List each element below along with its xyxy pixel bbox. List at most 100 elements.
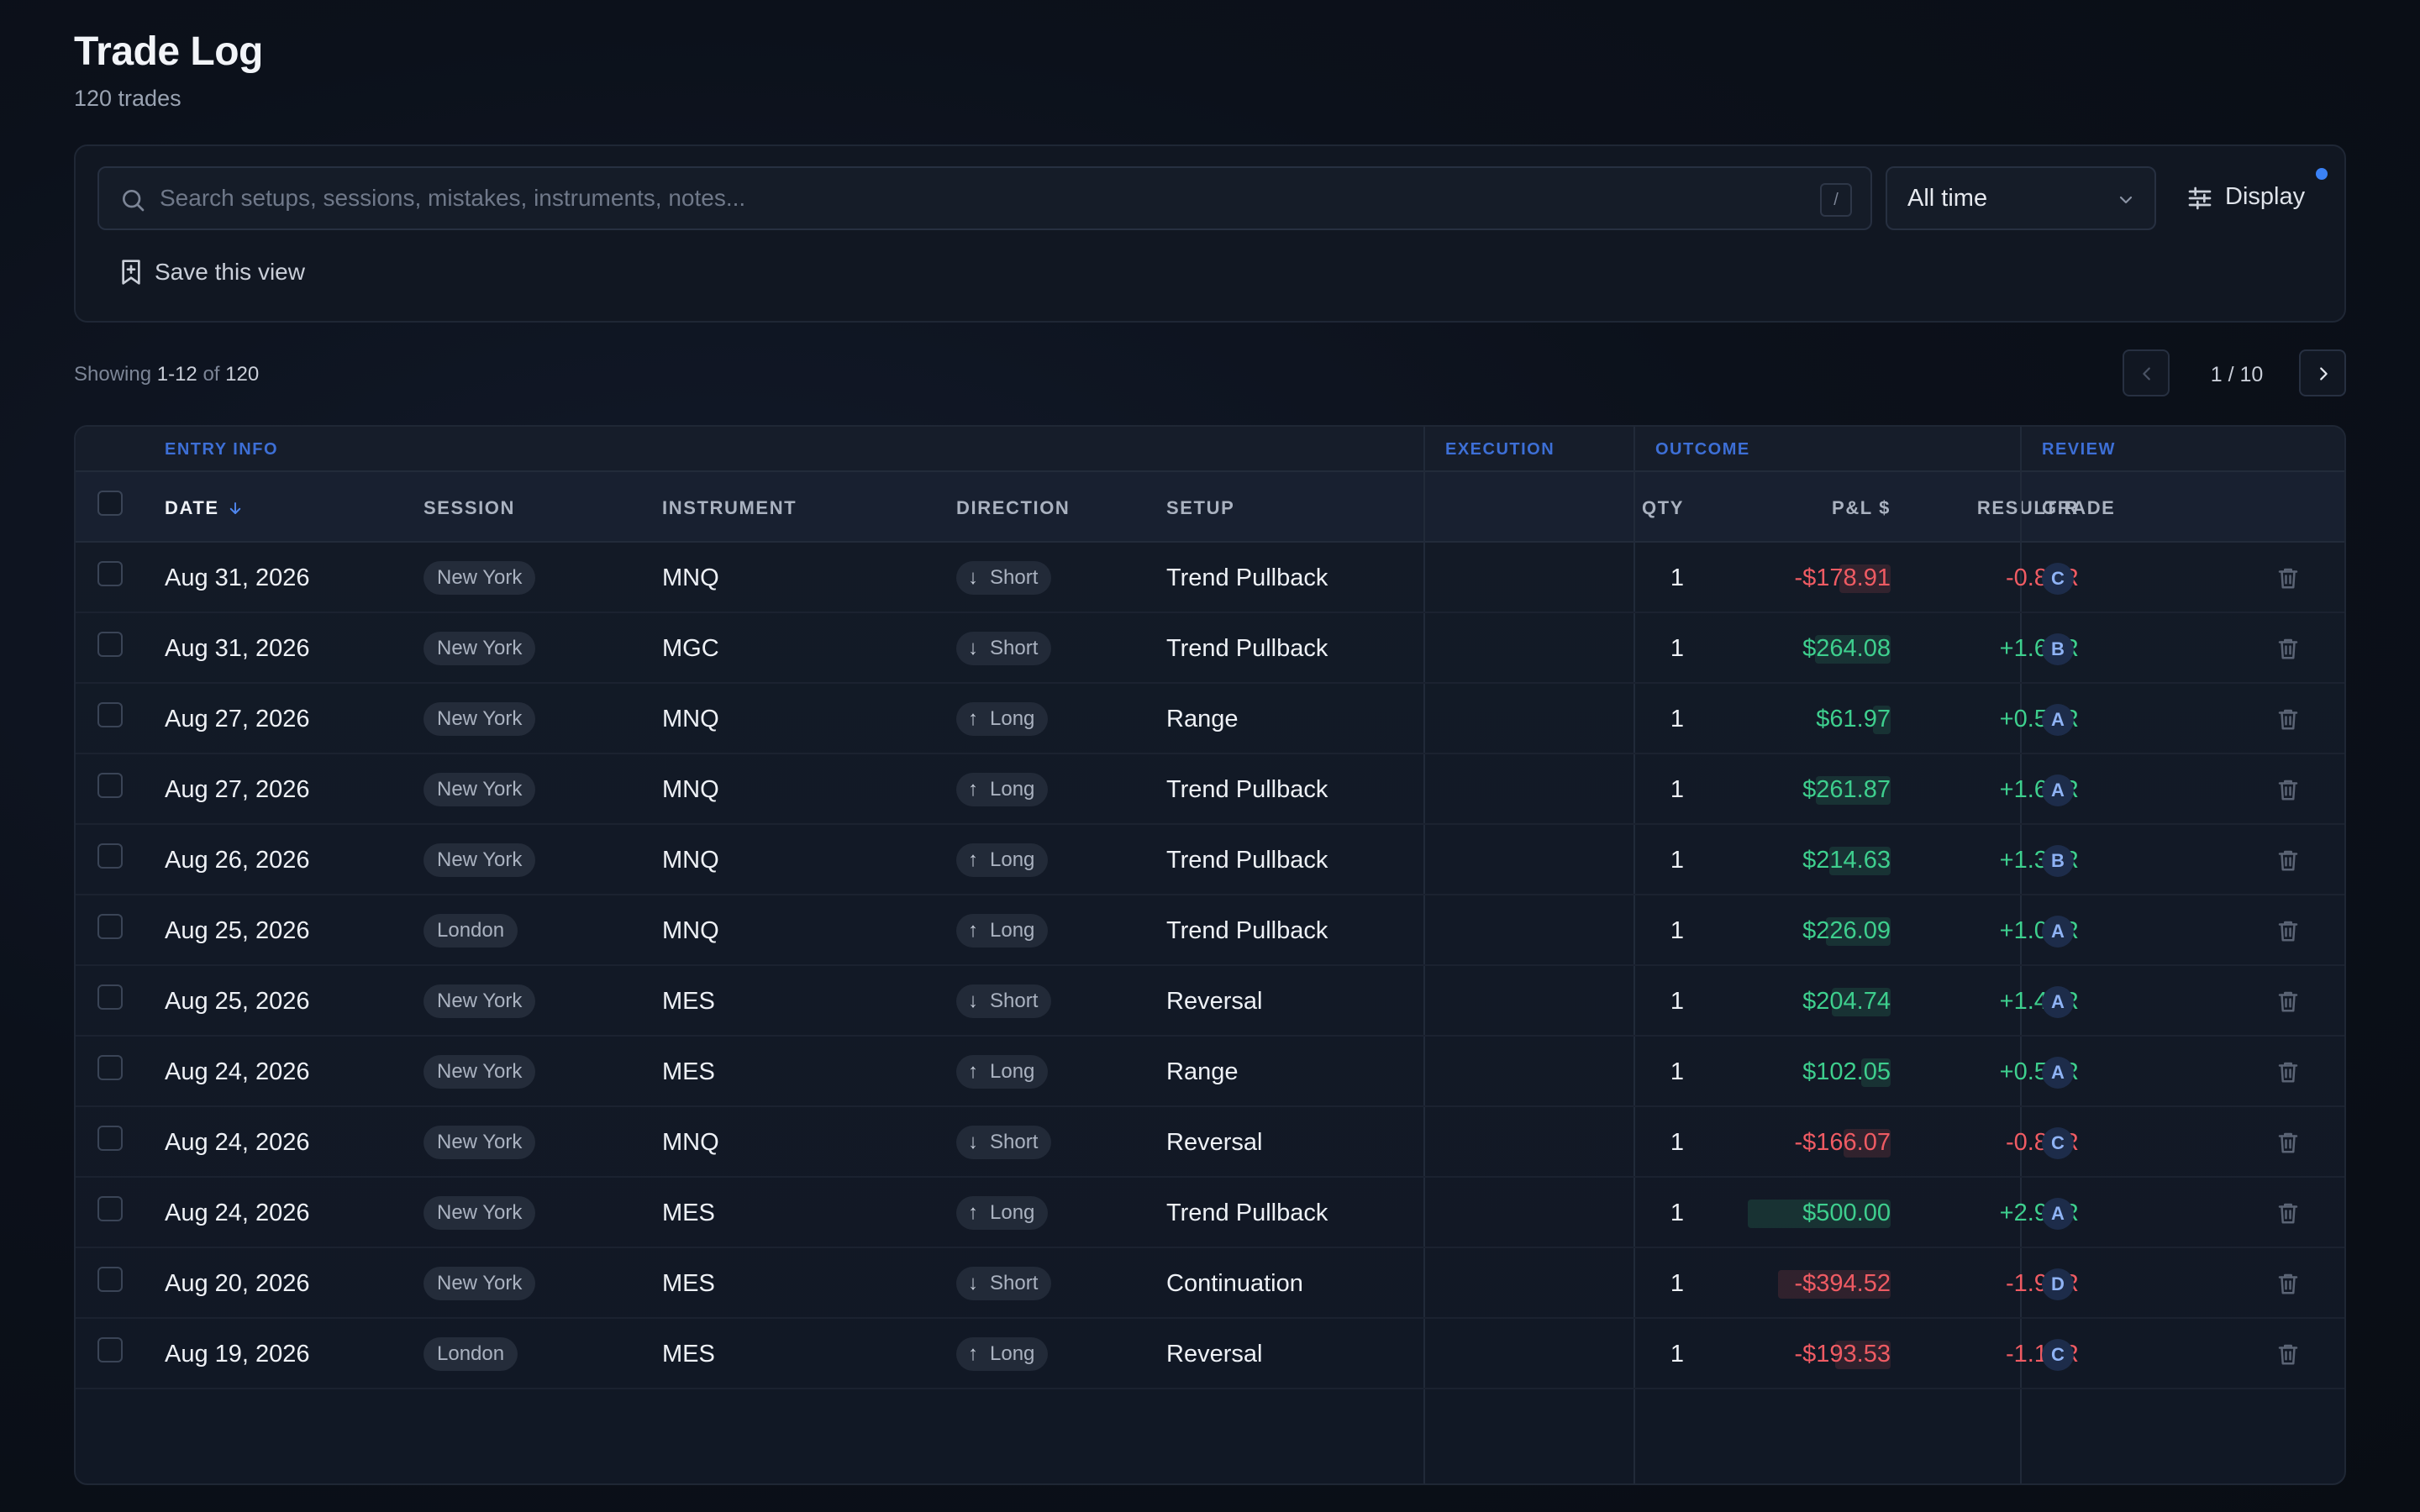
search-input[interactable] [160,181,1773,215]
trash-icon[interactable] [2275,1129,2301,1156]
table-row[interactable]: Aug 31, 2026 New York MNQ ↓ Short Trend Pullb… [76,543,2344,613]
group-review: REVIEW [2042,440,2116,459]
col-qty[interactable]: QTY [1641,497,1684,518]
chevron-right-icon [2320,367,2328,381]
cell-setup: Reversal [1166,1129,1263,1156]
next-page-button[interactable] [2299,349,2346,396]
time-range-select[interactable]: All time [1886,166,2156,230]
direction-label: Long [990,778,1035,801]
trash-icon[interactable] [2275,988,2301,1015]
previous-page-button[interactable] [2123,349,2170,396]
table-row[interactable]: Aug 24, 2026 New York MES ↑ Long Range 1 $102.0… [76,1037,2344,1107]
col-direction[interactable]: DIRECTION [956,497,1071,518]
trash-icon[interactable] [2275,564,2301,591]
col-date[interactable]: DATE [165,497,243,519]
trade-count: 120 trades [74,86,182,111]
row-checkbox[interactable] [97,702,123,727]
cell-instrument: MNQ [662,564,719,591]
display-button[interactable]: Display [2186,166,2341,230]
session-badge: New York [424,984,536,1018]
table-row[interactable]: Aug 26, 2026 New York MNQ ↑ Long Trend Pullba… [76,825,2344,895]
cell-qty: 1 [1670,635,1684,662]
cell-setup: Trend Pullback [1166,635,1328,662]
pnl-value: -$193.53 [1794,1341,1891,1368]
direction-label: Long [990,1201,1035,1224]
direction-badge: ↑ Long [956,914,1049,948]
col-grade[interactable]: GRADE [2042,497,2116,518]
cell-instrument: MNQ [662,917,719,944]
cell-pnl: $264.08 [1723,613,1891,684]
cell-date: Aug 24, 2026 [165,1200,310,1226]
pnl-magnitude-bar [1832,988,1891,1016]
pnl-magnitude-bar [1829,847,1891,875]
col-pnl[interactable]: P&L $ [1832,497,1891,518]
row-checkbox[interactable] [97,632,123,657]
session-badge: New York [424,1267,536,1300]
trash-icon[interactable] [2275,635,2301,662]
arrow-down-icon: ↓ [968,1131,978,1153]
cell-date: Aug 26, 2026 [165,847,310,874]
pnl-magnitude-bar [1748,1200,1891,1228]
direction-badge: ↓ Short [956,984,1052,1018]
cell-qty: 1 [1670,917,1684,944]
cell-pnl: $102.05 [1723,1037,1891,1107]
pnl-value: $204.74 [1802,988,1891,1015]
trash-icon[interactable] [2275,1270,2301,1297]
row-checkbox[interactable] [97,1126,123,1151]
cell-date: Aug 31, 2026 [165,635,310,662]
row-checkbox[interactable] [97,561,123,586]
table-row[interactable]: Aug 24, 2026 New York MES ↑ Long Trend Pullba… [76,1178,2344,1248]
col-session[interactable]: SESSION [424,497,516,518]
col-setup[interactable]: SETUP [1166,497,1235,518]
trash-icon[interactable] [2275,706,2301,732]
table-row[interactable]: Aug 19, 2026 London MES ↑ Long Reversal 1 -$193… [76,1319,2344,1389]
pnl-magnitude-bar [1826,917,1891,946]
select-all-checkbox[interactable] [97,491,123,516]
row-checkbox[interactable] [97,984,123,1010]
direction-label: Long [990,1342,1035,1365]
table-row[interactable]: Aug 24, 2026 New York MNQ ↓ Short Reversal 1 -$… [76,1107,2344,1178]
row-checkbox[interactable] [97,914,123,939]
col-instrument[interactable]: INSTRUMENT [662,497,797,518]
trash-icon[interactable] [2275,1341,2301,1368]
cell-pnl: $214.63 [1723,825,1891,895]
session-badge: New York [424,773,536,806]
trash-icon[interactable] [2275,917,2301,944]
table-row[interactable]: Aug 27, 2026 New York MNQ ↑ Long Range 1 $61.97… [76,684,2344,754]
table-row[interactable]: Aug 25, 2026 London MNQ ↑ Long Trend Pullback… [76,895,2344,966]
row-checkbox[interactable] [97,1055,123,1080]
pnl-magnitude-bar [1815,635,1891,664]
grade-badge: B [2042,633,2074,665]
direction-badge: ↑ Long [956,702,1049,736]
col-result[interactable]: RESULT R [1976,497,2079,518]
cell-instrument: MES [662,1200,715,1226]
row-checkbox[interactable] [97,1337,123,1362]
arrow-down-icon: ↓ [968,1272,978,1294]
search-box[interactable]: / [97,166,1872,230]
row-checkbox[interactable] [97,1196,123,1221]
group-outcome: OUTCOME [1655,440,1750,459]
chevron-left-icon [2143,367,2150,381]
row-checkbox[interactable] [97,773,123,798]
column-header-row: DATE SESSION INSTRUMENT DIRECTION SETUP … [76,472,2344,543]
trash-icon[interactable] [2275,776,2301,803]
trash-icon[interactable] [2275,1058,2301,1085]
arrow-down-icon [229,502,240,514]
table-row[interactable]: Aug 27, 2026 New York MNQ ↑ Long Trend Pullba… [76,754,2344,825]
trash-icon[interactable] [2275,1200,2301,1226]
pnl-magnitude-bar [1839,564,1891,593]
cell-setup: Range [1166,1058,1239,1085]
pnl-value: $500.00 [1802,1200,1891,1226]
cell-date: Aug 24, 2026 [165,1058,310,1085]
table-row[interactable]: Aug 25, 2026 New York MES ↓ Short Reversal 1 $2… [76,966,2344,1037]
row-checkbox[interactable] [97,843,123,869]
table-row[interactable]: Aug 31, 2026 New York MGC ↓ Short Trend Pullb… [76,613,2344,684]
table-row[interactable]: Aug 20, 2026 New York MES ↓ Short Continuatio… [76,1248,2344,1319]
cell-qty: 1 [1670,1341,1684,1368]
trash-icon[interactable] [2275,847,2301,874]
row-checkbox[interactable] [97,1267,123,1292]
direction-badge: ↑ Long [956,773,1049,806]
grade-badge: C [2042,563,2074,595]
grade-badge: D [2042,1268,2074,1300]
cell-setup: Trend Pullback [1166,564,1328,591]
